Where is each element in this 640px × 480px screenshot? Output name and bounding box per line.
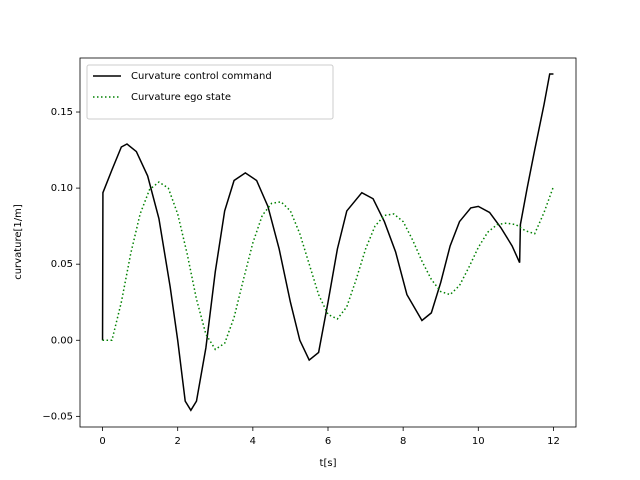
y-tick-label: 0.15 xyxy=(51,107,73,118)
plot-frame xyxy=(79,57,577,428)
legend-label: Curvature control command xyxy=(131,71,272,82)
y-tick-label: 0.10 xyxy=(51,183,73,194)
x-tick-label: 4 xyxy=(250,436,256,447)
x-tick-label: 2 xyxy=(175,436,181,447)
x-tick-label: 10 xyxy=(472,436,485,447)
x-tick-label: 12 xyxy=(547,436,560,447)
y-tick-label: 0.00 xyxy=(51,335,73,346)
x-axis-label: t[s] xyxy=(320,458,337,469)
x-tick-label: 8 xyxy=(400,436,406,447)
y-axis-label: curvature[1/m] xyxy=(13,204,24,280)
series-line xyxy=(102,181,555,351)
legend-box xyxy=(86,64,334,120)
series-line xyxy=(101,73,554,412)
legend-label: Curvature ego state xyxy=(131,92,231,103)
x-tick-label: 0 xyxy=(99,436,105,447)
y-tick-label: 0.05 xyxy=(51,259,73,270)
y-tick-label: −0.05 xyxy=(42,411,73,422)
x-tick-label: 6 xyxy=(325,436,331,447)
